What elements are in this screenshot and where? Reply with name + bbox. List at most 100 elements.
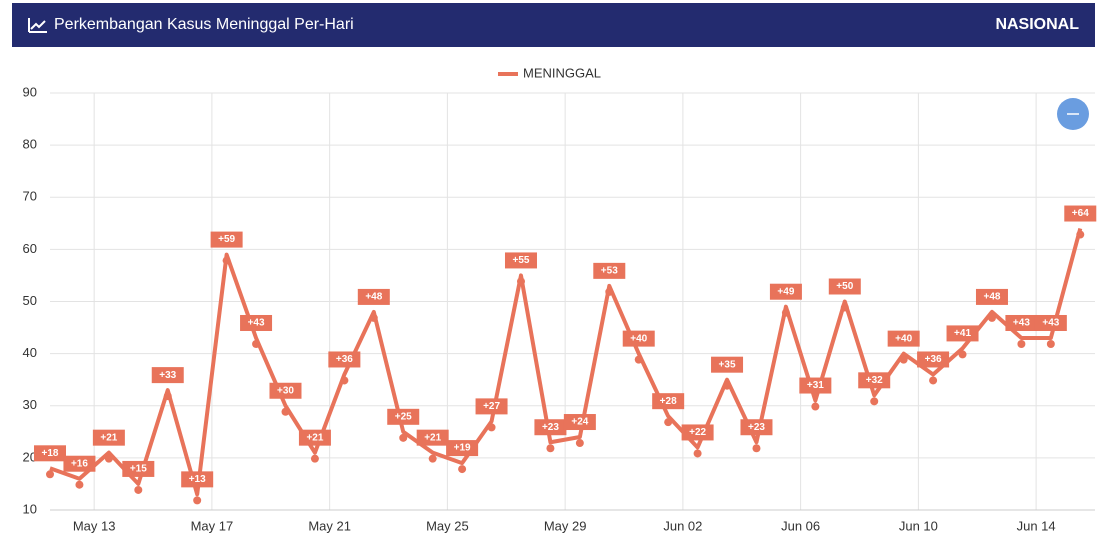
value-label: +15 — [130, 464, 147, 475]
value-label-box — [828, 278, 861, 295]
point-marker — [1017, 339, 1026, 348]
point-marker — [929, 376, 938, 385]
point-marker — [546, 444, 555, 453]
value-label-box — [917, 351, 950, 368]
value-label: +40 — [630, 333, 647, 344]
value-label: +21 — [424, 432, 441, 443]
y-tick-label: 60 — [23, 241, 37, 256]
value-label: +55 — [513, 255, 530, 266]
point-marker — [723, 381, 732, 390]
point-marker — [487, 423, 496, 432]
header: Perkembangan Kasus Meninggal Per-Hari NA… — [12, 3, 1095, 47]
value-label-box — [563, 414, 596, 431]
value-label-box — [975, 288, 1008, 305]
point-marker — [516, 277, 525, 286]
point-marker — [693, 449, 702, 458]
value-label-box — [328, 351, 361, 368]
value-label-box — [769, 283, 802, 300]
value-label-box — [622, 330, 655, 347]
value-label-box — [475, 398, 508, 415]
point-marker — [840, 303, 849, 312]
point-marker — [752, 444, 761, 453]
point-marker — [958, 350, 967, 359]
point-marker — [340, 376, 349, 385]
zoom-button[interactable] — [1056, 97, 1090, 131]
point-marker — [1046, 339, 1055, 348]
x-tick-label: May 29 — [544, 518, 587, 533]
point-marker — [870, 397, 879, 406]
x-tick-label: May 25 — [426, 518, 469, 533]
value-label: +40 — [895, 333, 912, 344]
x-tick-label: May 21 — [308, 518, 351, 533]
point-marker — [781, 308, 790, 317]
value-label: +50 — [836, 281, 853, 292]
value-label-box — [534, 419, 567, 436]
value-label: +48 — [983, 292, 1000, 303]
header-scope: NASIONAL — [995, 16, 1079, 33]
value-label: +32 — [866, 375, 883, 386]
point-marker — [134, 485, 143, 494]
value-label: +22 — [689, 427, 706, 438]
value-label: +21 — [100, 432, 117, 443]
chart-icon — [28, 18, 47, 33]
value-label-box — [357, 288, 390, 305]
value-label-box — [210, 231, 243, 248]
value-label: +35 — [719, 359, 736, 370]
value-label: +49 — [777, 286, 794, 297]
value-label-box — [387, 408, 420, 425]
value-label: +27 — [483, 401, 500, 412]
value-label: +43 — [248, 318, 265, 329]
x-tick-label: Jun 14 — [1017, 518, 1056, 533]
point-marker — [46, 470, 54, 479]
value-label-box — [34, 445, 66, 462]
value-label-box — [1005, 314, 1038, 331]
y-tick-label: 90 — [23, 84, 37, 99]
value-label: +64 — [1072, 208, 1089, 219]
value-label-box — [181, 471, 214, 488]
y-tick-label: 10 — [23, 501, 37, 516]
value-label: +24 — [571, 417, 588, 428]
value-label: +59 — [218, 234, 235, 245]
point-marker — [575, 439, 584, 448]
value-label-box — [740, 419, 773, 436]
value-label-box — [416, 429, 449, 446]
point-marker — [987, 313, 996, 322]
value-label: +30 — [277, 385, 294, 396]
header-title: Perkembangan Kasus Meninggal Per-Hari — [54, 16, 354, 33]
point-marker — [458, 465, 467, 474]
point-marker — [193, 496, 202, 505]
value-label-box — [122, 460, 155, 477]
value-label: +21 — [306, 432, 323, 443]
value-label: +31 — [807, 380, 824, 391]
value-label: +48 — [365, 292, 382, 303]
value-label-box — [504, 252, 537, 269]
value-label: +18 — [42, 448, 59, 459]
value-label: +36 — [925, 354, 942, 365]
value-label: +53 — [601, 266, 618, 277]
value-label: +28 — [660, 396, 677, 407]
value-label-box — [858, 372, 891, 389]
value-label: +23 — [748, 422, 765, 433]
value-label: +23 — [542, 422, 559, 433]
point-marker — [104, 454, 113, 463]
value-label-box — [652, 393, 685, 410]
value-label: +19 — [454, 443, 471, 454]
point-marker — [399, 433, 408, 442]
point-marker — [428, 454, 437, 463]
value-label-box — [887, 330, 920, 347]
value-label-box — [799, 377, 832, 394]
y-tick-label: 70 — [23, 189, 37, 204]
value-label-box — [681, 424, 714, 441]
value-label: +43 — [1013, 318, 1030, 329]
point-marker — [664, 418, 673, 427]
value-label-box — [946, 325, 979, 342]
point-marker — [369, 313, 378, 322]
value-label: +33 — [159, 370, 176, 381]
value-label-box — [298, 429, 331, 446]
x-tick-label: Jun 10 — [899, 518, 938, 533]
value-label: +16 — [71, 458, 88, 469]
value-label-box — [446, 440, 479, 457]
x-tick-label: May 17 — [191, 518, 234, 533]
x-tick-label: Jun 06 — [781, 518, 820, 533]
